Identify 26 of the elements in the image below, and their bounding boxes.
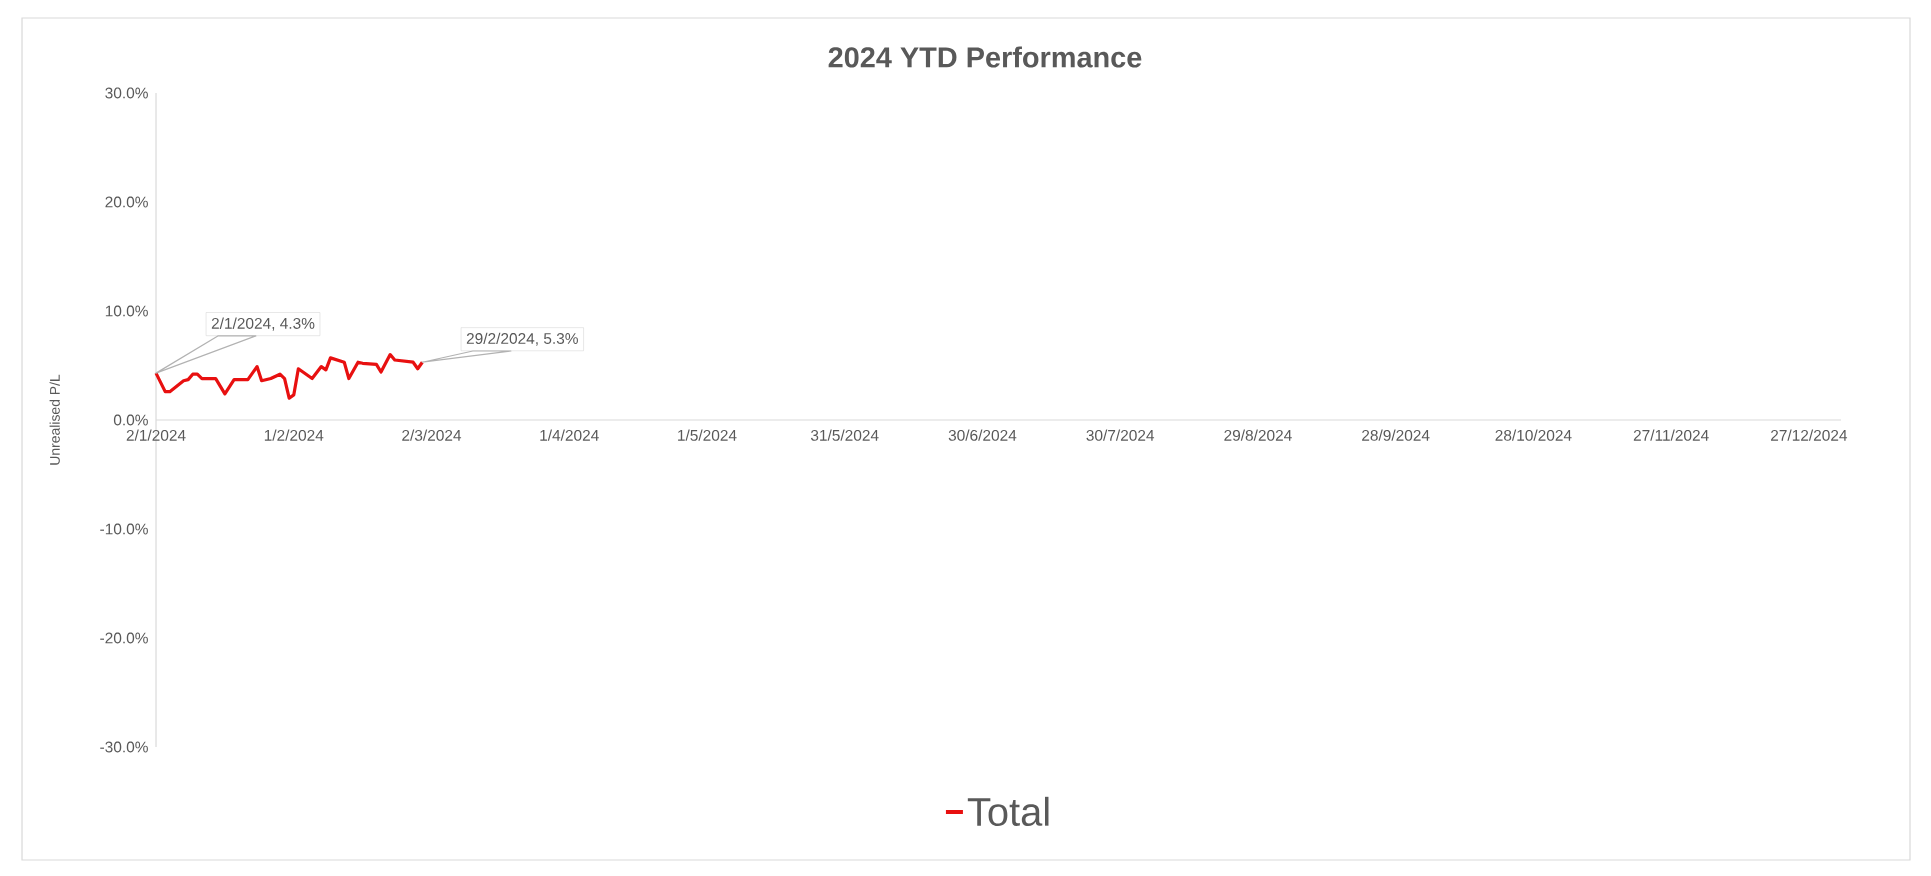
legend-label: Total <box>967 796 1049 827</box>
x-tick-label: 27/11/2024 <box>1633 429 1709 441</box>
y-tick-label: -20.0% <box>100 632 148 644</box>
y-tick-label: -30.0% <box>100 741 148 753</box>
chart-title: 2024 YTD Performance <box>828 46 1142 68</box>
y-tick-label: -10.0% <box>100 523 148 535</box>
x-tick-label: 30/6/2024 <box>948 429 1017 441</box>
x-tick-label: 31/5/2024 <box>810 429 879 441</box>
annotation: 2/1/2024, 4.3% <box>211 317 315 331</box>
y-tick-label: 20.0% <box>105 196 148 208</box>
x-tick-label: 1/5/2024 <box>678 429 737 441</box>
y-axis-title: Unrealised P/L <box>49 374 60 465</box>
x-tick-label: 28/10/2024 <box>1495 429 1572 441</box>
annotation: 29/2/2024, 5.3% <box>466 332 578 346</box>
x-tick-label: 30/7/2024 <box>1086 429 1155 441</box>
line-series <box>154 352 424 400</box>
x-tick-label: 28/9/2024 <box>1362 429 1430 441</box>
x-tick-label: 1/4/2024 <box>540 429 599 441</box>
x-tick-label: 2/1/2024 <box>126 429 186 441</box>
x-tick-label: 27/12/2024 <box>1771 429 1848 441</box>
y-tick-label: 10.0% <box>105 305 148 317</box>
x-tick-label: 2/3/2024 <box>402 429 462 441</box>
y-tick-label: 30.0% <box>105 87 148 99</box>
x-tick-label: 1/2/2024 <box>264 429 324 441</box>
y-tick-label: 0.0% <box>113 414 148 426</box>
x-tick-label: 29/8/2024 <box>1224 429 1292 441</box>
